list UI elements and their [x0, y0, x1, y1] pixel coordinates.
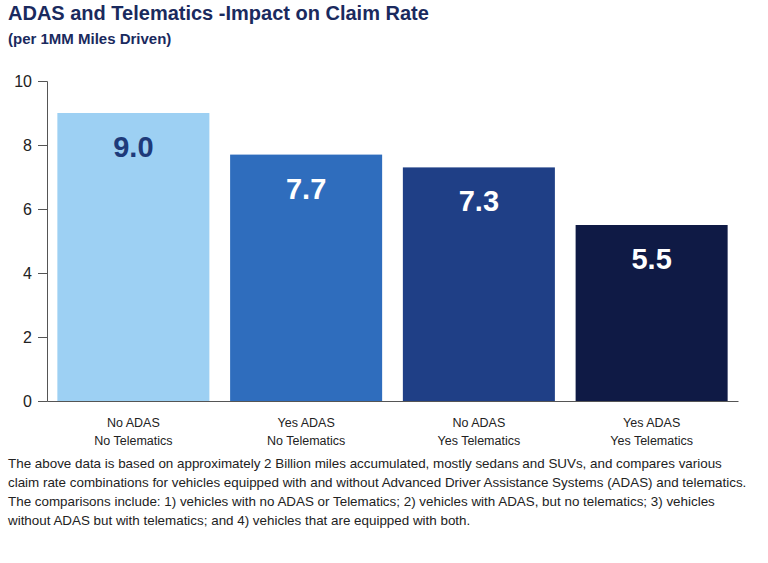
y-tick-mark: [38, 209, 47, 210]
y-tick-label: 4: [23, 265, 32, 282]
y-axis-line: [38, 82, 48, 402]
y-tick-label: 6: [23, 201, 32, 218]
x-axis-line: [48, 401, 739, 402]
y-tick: 0: [23, 393, 47, 410]
data-labels: 9.0 7.7 7.3 5.5: [113, 131, 672, 275]
bar: [57, 113, 209, 401]
y-tick-mark: [38, 81, 47, 82]
x-tick: No ADAS Yes Telematics: [438, 401, 521, 448]
x-tick-label-line: No Telematics: [267, 434, 345, 448]
y-tick-label: 10: [14, 73, 32, 90]
y-tick-label: 0: [23, 393, 32, 410]
data-label: 7.7: [286, 173, 326, 205]
chart: ADAS and Telematics -Impact on Claim Rat…: [0, 0, 768, 563]
x-tick: Yes ADAS Yes Telematics: [610, 401, 693, 448]
data-label: 7.3: [459, 185, 499, 217]
x-tick: Yes ADAS No Telematics: [267, 401, 345, 448]
x-tick-label-line: No ADAS: [107, 416, 160, 430]
caption-line: without ADAS but with telematics; and 4)…: [7, 513, 470, 528]
x-tick-label: No ADAS No Telematics: [94, 416, 172, 448]
x-tick: No ADAS No Telematics: [94, 401, 172, 448]
x-tick-label: Yes ADAS Yes Telematics: [610, 416, 693, 448]
x-tick-label-line: Yes ADAS: [623, 416, 680, 430]
x-tick-label-line: No Telematics: [94, 434, 172, 448]
y-axis: 0 2 4 6 8 10: [14, 73, 47, 410]
x-tick-label-line: Yes Telematics: [438, 434, 521, 448]
y-tick-label: 2: [23, 329, 32, 346]
caption-line: The comparisons include: 1) vehicles wit…: [8, 494, 715, 509]
y-tick: 10: [14, 73, 47, 90]
bars: [57, 113, 727, 401]
plot: 0 2 4 6 8 10 No ADAS No Telematics Yes ADAS No Te…: [14, 73, 738, 448]
y-tick: 6: [23, 201, 47, 218]
y-tick-label: 8: [23, 137, 32, 154]
y-tick: 4: [23, 265, 47, 282]
data-label: 9.0: [113, 131, 153, 163]
bar: [576, 225, 728, 401]
title: ADAS and Telematics -Impact on Claim Rat…: [8, 2, 429, 24]
data-label: 5.5: [631, 243, 671, 275]
caption-line: claim rate combinations for vehicles equ…: [8, 475, 746, 490]
x-tick-label-line: No ADAS: [452, 416, 505, 430]
x-tick-label: No ADAS Yes Telematics: [438, 416, 521, 448]
y-tick: 8: [23, 137, 47, 154]
y-tick-mark: [38, 337, 47, 338]
caption-line: The above data is based on approximately…: [8, 456, 722, 471]
x-tick-label: Yes ADAS No Telematics: [267, 416, 345, 448]
y-tick-mark: [38, 273, 47, 274]
caption: The above data is based on approximately…: [7, 456, 746, 528]
y-tick: 2: [23, 329, 47, 346]
y-tick-mark: [38, 401, 47, 402]
y-tick-mark: [38, 145, 47, 146]
x-tick-label-line: Yes ADAS: [278, 416, 335, 430]
subtitle: (per 1MM Miles Driven): [8, 30, 171, 47]
x-axis: No ADAS No Telematics Yes ADAS No Telematic…: [48, 401, 739, 448]
bar: [403, 167, 555, 401]
bar: [230, 155, 382, 401]
x-tick-label-line: Yes Telematics: [610, 434, 693, 448]
